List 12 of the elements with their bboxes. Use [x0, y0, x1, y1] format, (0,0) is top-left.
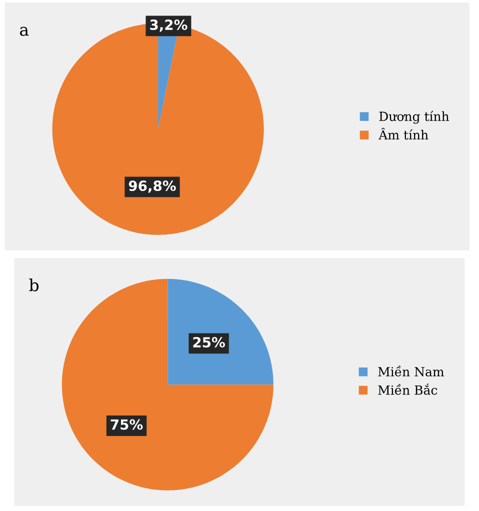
legend-label: Miền Bắc: [378, 384, 438, 395]
data-label: 75%: [110, 419, 143, 430]
chart-title: b: [29, 278, 39, 292]
data-label: 25%: [193, 337, 225, 348]
legend-label: Miền Nam: [378, 366, 444, 376]
chart-title: a: [20, 26, 29, 36]
pie-slice: [62, 278, 274, 490]
pie-slice: [168, 278, 274, 385]
data-label: 3,2%: [150, 20, 188, 32]
legend-label: Âm tính: [378, 128, 428, 140]
legend-label: Dương tính: [379, 110, 450, 124]
data-label: 96,8%: [128, 180, 176, 193]
